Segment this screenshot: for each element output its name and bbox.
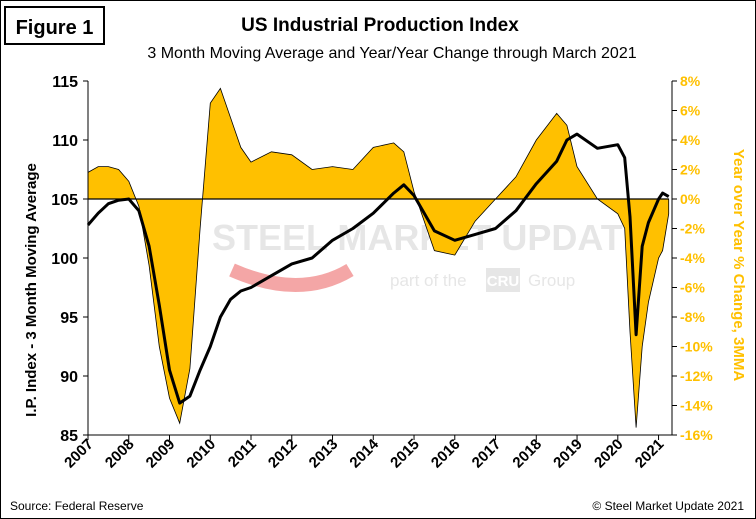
left-axis-tick-label: 110	[52, 133, 78, 150]
left-axis-tick-label: 115	[52, 74, 78, 91]
right-axis-tick-label: -2%	[680, 221, 705, 237]
right-axis-tick-label: 4%	[680, 132, 701, 148]
left-axis-title: I.P. Index - 3 Month Moving Average	[23, 163, 40, 417]
chart-subtitle: 3 Month Moving Average and Year/Year Cha…	[147, 45, 636, 62]
left-axis-tick-label: 95	[60, 310, 78, 327]
source-note: Source: Federal Reserve	[10, 499, 144, 513]
watermark-logo-box	[486, 268, 520, 292]
watermark-tagline-suffix: Group	[528, 271, 575, 290]
ip-index-line	[86, 132, 670, 405]
watermark-swoosh-icon	[229, 263, 354, 292]
right-axis-tick-label: 6%	[680, 103, 701, 119]
watermark-logo-text: CRU	[487, 273, 520, 290]
right-axis-tick-label: -8%	[680, 309, 705, 325]
left-axis-tick-label: 85	[60, 428, 78, 445]
yoy-change-area	[87, 87, 670, 428]
copyright-note: © Steel Market Update 2021	[592, 499, 744, 513]
left-axis-tick-label: 90	[60, 369, 78, 386]
watermark: STEEL MARKET UPDATE part of the CRU Grou…	[212, 217, 647, 292]
left-axis-tick-label: 100	[51, 251, 78, 268]
figure-label: Figure 1	[16, 17, 94, 39]
left-axis-tick-label: 105	[51, 192, 78, 209]
right-axis-tick-label: -4%	[680, 250, 705, 266]
right-axis-tick-label: -14%	[680, 398, 713, 414]
right-axis-tick-label: 0%	[680, 191, 701, 207]
right-axis-tick-label: -12%	[680, 368, 713, 384]
watermark-tagline-prefix: part of the	[390, 271, 467, 290]
right-axis-tick-label: -16%	[680, 427, 713, 443]
right-axis-tick-label: -10%	[680, 339, 713, 355]
right-axis-title: Year over Year % Change, 3MMA	[730, 149, 747, 381]
right-axis-tick-label: 8%	[680, 73, 701, 89]
chart-title: US Industrial Production Index	[241, 15, 519, 36]
figure-label-box	[4, 6, 105, 45]
right-axis-tick-label: 2%	[680, 162, 701, 178]
right-axis-tick-label: -6%	[680, 280, 705, 296]
